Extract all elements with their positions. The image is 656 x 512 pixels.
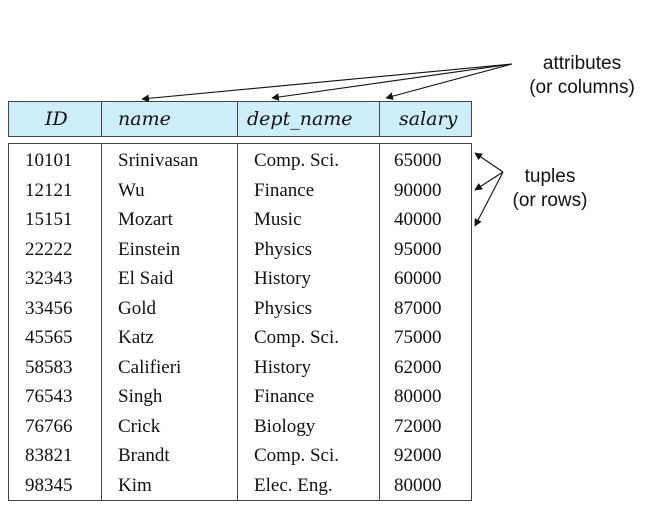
- cell-dept-name: Biology: [254, 415, 316, 437]
- cell-dept-name: Comp. Sci.: [254, 445, 339, 466]
- cell-name: Kim: [118, 474, 152, 496]
- cell-id: 12121: [25, 179, 73, 201]
- arrow-to-row-2: [474, 171, 504, 191]
- cell-id: 45565: [25, 327, 73, 348]
- cell-name: Califieri: [118, 356, 182, 378]
- cell-id: 76766: [25, 415, 73, 437]
- cell-id: 33456: [25, 297, 73, 319]
- cell-salary: 92000: [394, 445, 442, 466]
- cell-dept-name: Music: [254, 209, 302, 230]
- tuples-label: tuples (or rows): [498, 165, 602, 213]
- cell-id: 10101: [25, 150, 73, 171]
- cell-salary: 72000: [394, 415, 442, 437]
- column-header-id: ID: [45, 108, 68, 130]
- cell-dept-name: Comp. Sci.: [254, 150, 339, 171]
- column-header-dept-name: dept_name: [247, 108, 353, 130]
- table-row: 98345 Kim Elec. Eng. 80000: [8, 471, 472, 500]
- cell-name: Crick: [118, 415, 161, 437]
- attributes-label-line1: attributes: [542, 53, 622, 74]
- tuples-label-line1: tuples: [524, 166, 576, 187]
- cell-id: 98345: [25, 474, 73, 496]
- arrow-to-salary-column: [385, 63, 513, 100]
- cell-dept-name: Finance: [254, 179, 315, 201]
- table-row: 58583 Califieri History 62000: [8, 353, 472, 382]
- table-row: 32343 El Said History 60000: [8, 264, 472, 293]
- cell-salary: 95000: [394, 238, 442, 260]
- cell-name: Srinivasan: [118, 150, 199, 171]
- cell-dept-name: Elec. Eng.: [254, 474, 333, 496]
- column-divider: [379, 144, 380, 500]
- arrow-to-row-3: [474, 171, 504, 227]
- cell-dept-name: Finance: [254, 386, 315, 407]
- attributes-label: attributes (or columns): [516, 52, 648, 100]
- table-body: [8, 143, 472, 501]
- table-row: 76543 Singh Finance 80000: [8, 382, 472, 411]
- cell-name: Katz: [118, 327, 154, 348]
- cell-name: Gold: [118, 297, 156, 319]
- cell-id: 22222: [25, 238, 73, 260]
- cell-id: 32343: [25, 268, 73, 289]
- header-divider: [101, 102, 102, 136]
- table-row: 22222 Einstein Physics 95000: [8, 235, 472, 264]
- table-row: 12121 Wu Finance 90000: [8, 176, 472, 205]
- cell-salary: 40000: [394, 209, 442, 230]
- cell-dept-name: History: [254, 356, 311, 378]
- cell-name: El Said: [118, 268, 174, 289]
- cell-name: Singh: [118, 386, 163, 407]
- column-header-name: name: [118, 108, 171, 130]
- cell-name: Wu: [118, 179, 145, 201]
- tuples-label-line2: (or rows): [512, 190, 588, 211]
- cell-salary: 90000: [394, 179, 442, 201]
- arrow-to-dept-name-column: [271, 63, 513, 101]
- header-divider: [379, 102, 380, 136]
- cell-id: 83821: [25, 445, 73, 466]
- cell-id: 15151: [25, 209, 73, 230]
- table-row: 10101 Srinivasan Comp. Sci. 65000: [8, 146, 472, 175]
- cell-name: Mozart: [118, 209, 173, 230]
- column-divider: [101, 144, 102, 500]
- cell-salary: 87000: [394, 297, 442, 319]
- cell-salary: 60000: [394, 268, 442, 289]
- cell-id: 58583: [25, 356, 73, 378]
- cell-salary: 75000: [394, 327, 442, 348]
- cell-dept-name: Comp. Sci.: [254, 327, 339, 348]
- cell-name: Einstein: [118, 238, 181, 260]
- table-row: 45565 Katz Comp. Sci. 75000: [8, 323, 472, 352]
- table-header: ID name dept_name salary: [8, 101, 472, 137]
- cell-dept-name: Physics: [254, 297, 313, 319]
- cell-salary: 80000: [394, 474, 442, 496]
- column-header-salary: salary: [399, 108, 458, 130]
- cell-id: 76543: [25, 386, 73, 407]
- header-divider: [237, 102, 238, 136]
- arrow-to-row-1: [474, 152, 504, 173]
- arrow-to-name-column: [141, 63, 513, 103]
- attributes-label-line2: (or columns): [529, 77, 635, 98]
- cell-salary: 62000: [394, 356, 442, 378]
- cell-dept-name: History: [254, 268, 311, 289]
- cell-name: Brandt: [118, 445, 170, 466]
- table-row: 76766 Crick Biology 72000: [8, 412, 472, 441]
- table-row: 83821 Brandt Comp. Sci. 92000: [8, 441, 472, 470]
- table-row: 15151 Mozart Music 40000: [8, 205, 472, 234]
- cell-dept-name: Physics: [254, 238, 313, 260]
- column-divider: [237, 144, 238, 500]
- cell-salary: 80000: [394, 386, 442, 407]
- cell-salary: 65000: [394, 150, 442, 171]
- table-row: 33456 Gold Physics 87000: [8, 294, 472, 323]
